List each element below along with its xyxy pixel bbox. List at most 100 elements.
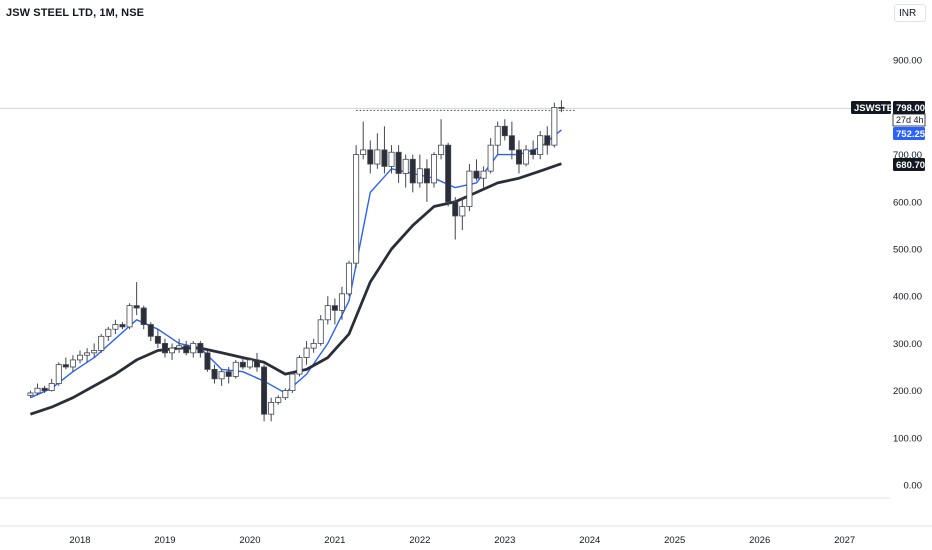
candle-body <box>225 371 232 377</box>
price-tick-label: 600.00 <box>893 197 922 208</box>
candle-body <box>544 135 551 146</box>
candle-down <box>445 142 452 207</box>
candle-up <box>303 341 310 365</box>
symbol-badge: JSWSTEEL <box>854 103 905 114</box>
candle-body <box>381 149 388 167</box>
candle-down <box>452 197 459 240</box>
candle-body <box>176 345 183 349</box>
candle-body <box>34 387 41 394</box>
candle-up <box>48 378 55 392</box>
candle-body <box>409 158 416 184</box>
time-axis[interactable]: 2018 2019 2020 2021 2022 2023 2024 2025 2026 2027 <box>69 535 855 546</box>
candle-body <box>423 168 430 184</box>
candle-up <box>27 390 34 398</box>
candle-body <box>289 373 296 391</box>
ma-slow-badge: 680.70 <box>896 160 925 171</box>
candle-body <box>218 371 225 380</box>
time-tick-label: 2024 <box>579 535 600 546</box>
candle-body <box>253 359 260 368</box>
candle-up <box>338 286 345 320</box>
candle-up <box>169 343 176 360</box>
price-tick-label: 300.00 <box>893 339 922 350</box>
candle-down <box>41 385 48 393</box>
candle-up <box>346 260 353 297</box>
candle-up <box>112 319 119 334</box>
candle-down <box>515 140 522 174</box>
candle-body <box>119 324 126 328</box>
candle-up <box>282 388 289 401</box>
price-axis[interactable]: 900.00 700.00 600.00 500.00 400.00 300.00 200.… <box>893 56 922 492</box>
candle-down <box>225 367 232 384</box>
candle-up <box>218 369 225 386</box>
ma-fast-badge: 752.25 <box>896 129 926 140</box>
candle-body <box>69 359 76 368</box>
candle-down <box>423 159 430 202</box>
candle-up <box>77 350 84 364</box>
candle-up <box>494 121 501 155</box>
candle-down <box>62 357 69 370</box>
time-tick-label: 2018 <box>69 535 90 546</box>
candle-body <box>48 383 55 391</box>
candle-body <box>430 154 437 184</box>
price-tick-label: 100.00 <box>893 433 922 444</box>
candle-body <box>466 170 473 207</box>
candle-body <box>530 149 537 156</box>
candle-body <box>473 170 480 179</box>
candle-body <box>551 107 558 146</box>
candle-body <box>558 107 565 109</box>
time-tick-label: 2022 <box>409 535 430 546</box>
candle-up <box>91 343 98 358</box>
candle-body <box>374 149 381 165</box>
candle-down <box>183 341 190 356</box>
candle-up <box>430 152 437 188</box>
time-tick-label: 2021 <box>324 535 345 546</box>
candle-body <box>147 324 154 337</box>
candle-body <box>296 357 303 375</box>
candle-body <box>161 342 168 354</box>
candle-body <box>494 125 501 146</box>
candle-up <box>176 338 183 353</box>
currency-selector[interactable]: INR <box>894 4 926 22</box>
candle-body <box>246 359 253 368</box>
time-tick-label: 2027 <box>834 535 855 546</box>
last-price-badge-bg <box>893 101 925 114</box>
candle-up <box>232 359 239 379</box>
candle-up <box>360 121 367 160</box>
candle-down <box>331 298 338 325</box>
candle-up <box>466 164 473 212</box>
candle-up <box>84 348 91 363</box>
last-price-badge: 798.00 <box>896 103 925 114</box>
candle-body <box>402 158 409 174</box>
candle-body <box>41 387 48 391</box>
candle-up <box>268 397 275 422</box>
ma-slow-line <box>29 162 562 416</box>
candle-body <box>91 350 98 354</box>
candle-up <box>388 145 395 174</box>
candle-up <box>324 296 331 325</box>
candle-down <box>395 145 402 183</box>
candle-body <box>62 364 69 368</box>
candle-up <box>289 371 296 393</box>
candle-body <box>239 361 246 368</box>
ma-slow-badge-bg <box>893 158 925 171</box>
candle-down <box>133 282 140 316</box>
candle-body <box>324 305 331 321</box>
candle-body <box>445 144 452 203</box>
candle-body <box>346 262 353 295</box>
candle-body <box>303 347 310 358</box>
candle-down <box>508 121 515 160</box>
candle-up <box>551 102 558 148</box>
candle-down <box>154 329 161 349</box>
candle-up <box>353 145 360 268</box>
candle-body <box>459 206 466 217</box>
candle-down <box>253 352 260 372</box>
candle-body <box>27 392 34 396</box>
candle-body <box>112 324 119 330</box>
candle-down <box>473 159 480 181</box>
candle-body <box>508 135 515 151</box>
candle-up <box>55 362 62 386</box>
candle-body <box>338 293 345 311</box>
candle-body <box>133 305 140 309</box>
